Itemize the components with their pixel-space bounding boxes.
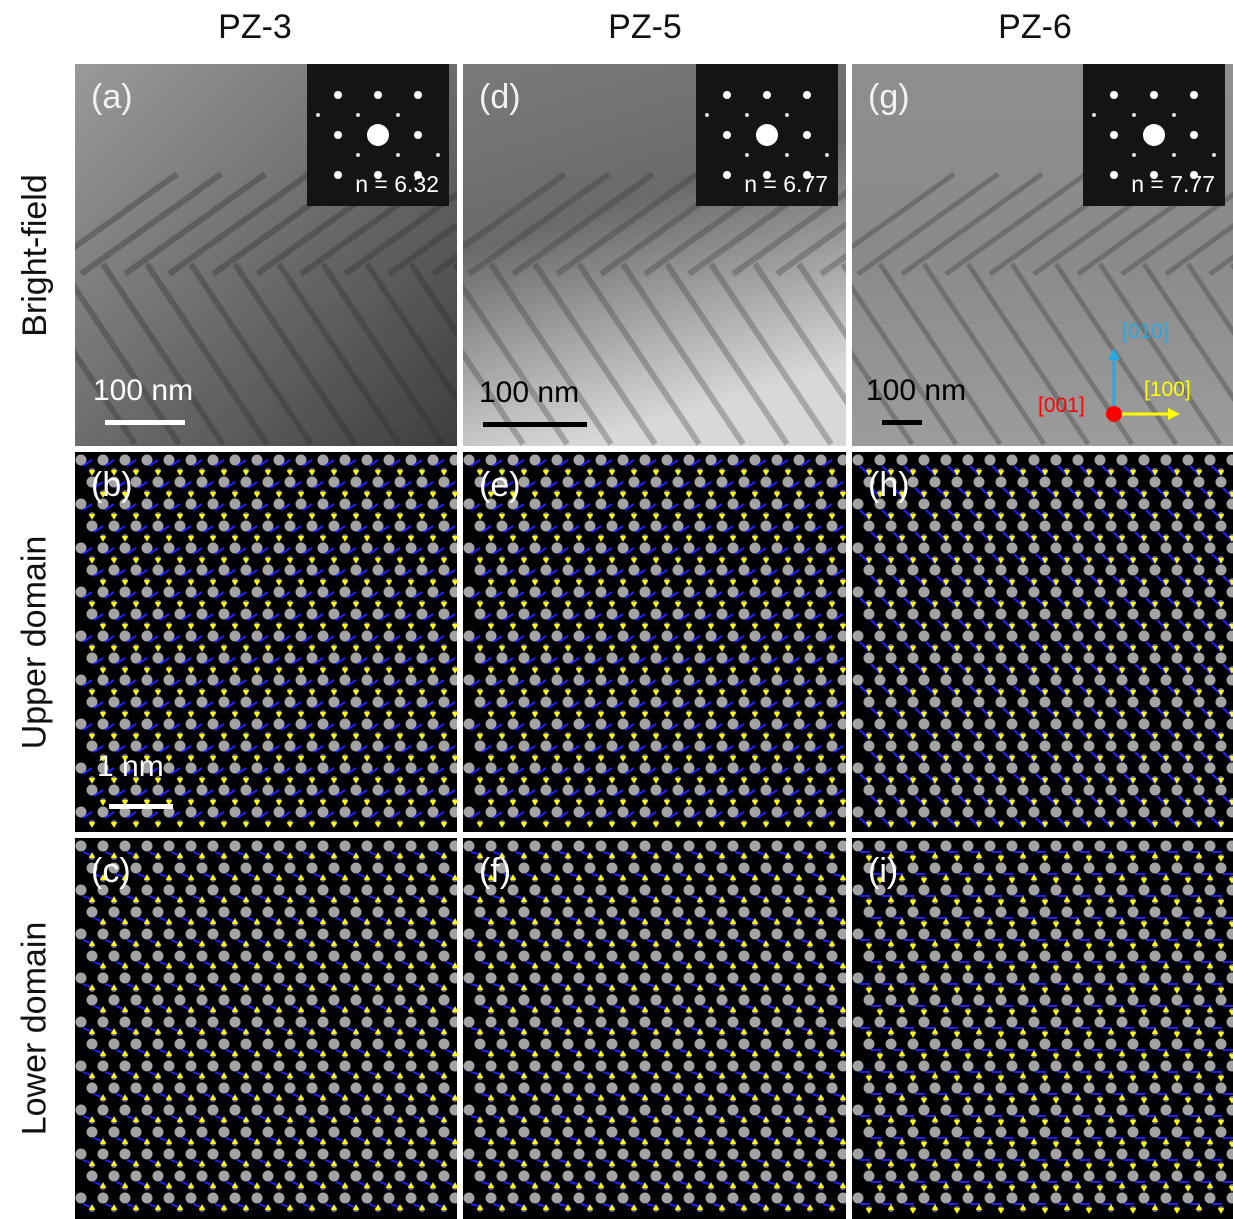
crystal-axes	[1106, 348, 1180, 422]
axis-100-arrowhead	[1168, 408, 1180, 420]
n-value-a: n = 6.32	[355, 171, 439, 197]
diffraction-inset-d: n = 6.77	[696, 64, 838, 206]
atom-columns	[852, 454, 1233, 826]
column-header-pz6: PZ-6	[998, 8, 1072, 46]
diffraction-spots	[705, 91, 829, 179]
atom-columns	[463, 840, 846, 1212]
scale-bar-d	[483, 422, 587, 427]
panel-label-e: (e)	[479, 466, 521, 504]
panel-g-bright-field-pz6: n = 7.77 (g) 100 nm [010] [100] [001]	[852, 64, 1233, 446]
atom-columns	[852, 840, 1233, 1212]
axis-label-001: [001]	[1038, 394, 1085, 417]
scale-label-a: 100 nm	[93, 374, 194, 407]
atom-columns	[75, 840, 457, 1212]
scale-bar-g	[882, 420, 922, 425]
n-value-g: n = 7.77	[1131, 171, 1215, 197]
panel-c-lower-domain-pz3: (c)	[75, 838, 457, 1219]
scale-label-g: 100 nm	[866, 374, 967, 407]
scale-bar-b	[109, 804, 173, 809]
axis-label-100: [100]	[1144, 378, 1191, 401]
yellow-displacement-arrows	[866, 852, 1233, 1214]
panel-e-upper-domain-pz5: (e)	[463, 452, 846, 832]
atom-columns	[75, 454, 457, 826]
row-header-bright-field: Bright-field	[15, 173, 54, 337]
column-header-pz3: PZ-3	[218, 8, 292, 46]
blue-displacement-arrows	[470, 851, 846, 1208]
panel-f-lower-domain-pz5: (f)	[463, 838, 846, 1219]
panel-label-g: (g)	[868, 78, 910, 116]
panel-d-bright-field-pz5: n = 6.77 (d) 100 nm	[463, 64, 846, 446]
panel-label-h: (h)	[868, 466, 910, 504]
panel-label-a: (a)	[91, 78, 133, 116]
column-header-pz5: PZ-5	[608, 8, 682, 46]
scale-bar-a	[105, 420, 185, 425]
scale-label-d: 100 nm	[479, 376, 580, 409]
panel-label-i: (i)	[868, 852, 899, 890]
row-header-upper-domain: Upper domain	[15, 535, 54, 749]
blue-displacement-arrows	[859, 465, 1233, 828]
yellow-displacement-arrows	[866, 470, 1233, 828]
row-header-lower-domain: Lower domain	[15, 921, 54, 1136]
scale-label-b: 1 nm	[97, 750, 164, 783]
blue-displacement-arrows	[860, 851, 1233, 1205]
panel-label-d: (d)	[479, 78, 521, 116]
yellow-displacement-arrows	[89, 852, 457, 1210]
axis-001-dot	[1106, 406, 1122, 422]
diffraction-inset-a: n = 6.32	[307, 64, 449, 206]
diffraction-spots	[1092, 91, 1216, 179]
diffraction-inset-g: n = 7.77	[1083, 64, 1225, 206]
panel-h-upper-domain-pz6: (h)	[852, 452, 1233, 832]
diffraction-spots	[316, 91, 440, 179]
panel-i-lower-domain-pz6: (i)	[852, 838, 1233, 1219]
panel-b-upper-domain-pz3: (b) 1 nm	[75, 452, 457, 832]
domain-streaks	[463, 171, 846, 446]
axis-label-010: [010]	[1122, 320, 1169, 343]
yellow-displacement-arrows	[89, 470, 457, 828]
panel-a-bright-field-pz3: n = 6.32 (a) 100 nm	[75, 64, 457, 446]
blue-displacement-arrows	[82, 459, 457, 819]
panel-label-f: (f)	[479, 852, 512, 890]
n-value-d: n = 6.77	[744, 171, 828, 197]
yellow-displacement-arrows	[477, 852, 846, 1210]
panel-label-c: (c)	[91, 852, 131, 890]
axis-010-arrowhead	[1108, 348, 1120, 360]
yellow-displacement-arrows	[477, 470, 846, 828]
blue-displacement-arrows	[470, 459, 846, 819]
panel-label-b: (b)	[91, 466, 133, 504]
